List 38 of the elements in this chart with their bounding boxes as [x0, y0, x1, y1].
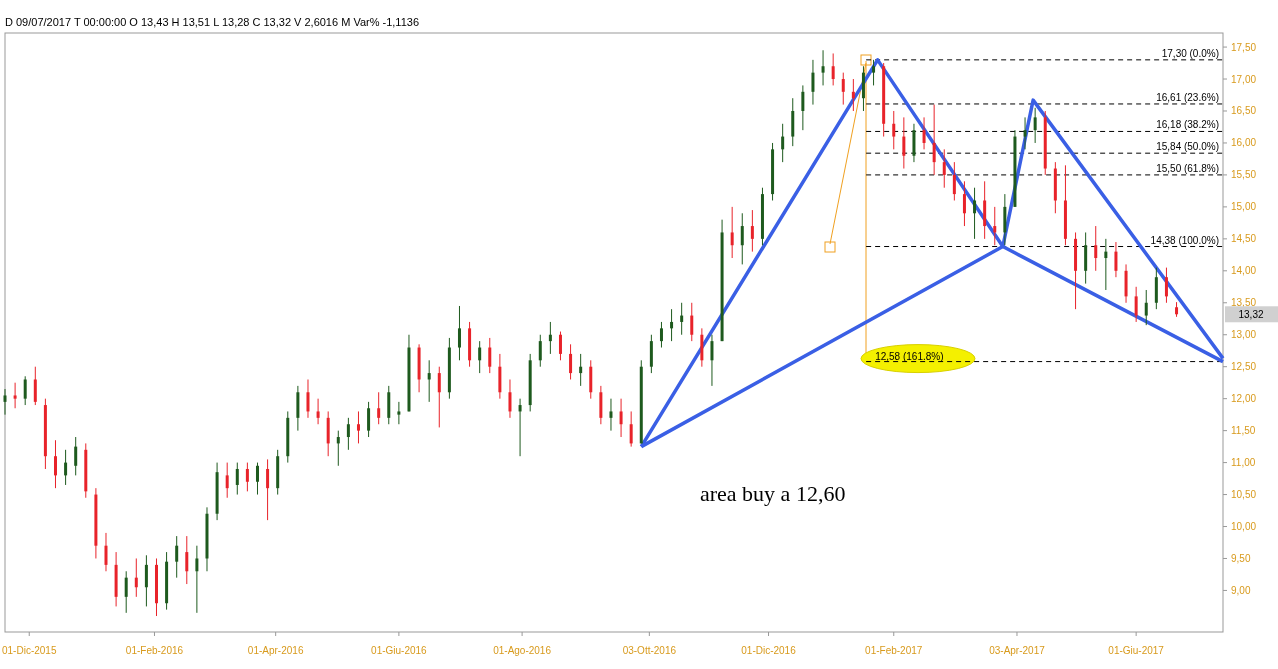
- text: 13,32: [1238, 308, 1264, 320]
- x-tick-label: 01-Dic-2016: [741, 645, 797, 656]
- y-tick-label: 15,50: [1231, 169, 1257, 181]
- y-tick-label: 9,00: [1231, 584, 1251, 596]
- annotation: area buy a 12,60: [700, 481, 846, 506]
- x-tick-label: 01-Feb-2017: [865, 645, 923, 656]
- chart-subtitle: D 09/07/2017 T 00:00:00 O 13,43 H 13,51 L 13,28 C 13,32 V 2,6016 M Var% -1,1136: [5, 16, 420, 28]
- y-tick-label: 13,50: [1231, 297, 1257, 309]
- y-tick-label: 11,50: [1231, 425, 1256, 437]
- y-tick-label: 9,50: [1231, 552, 1251, 564]
- y-tick-label: 14,50: [1231, 233, 1257, 245]
- y-tick-label: 17,50: [1231, 41, 1257, 53]
- x-tick-label: 03-Ott-2016: [622, 645, 677, 656]
- x-tick-label: 01-Apr-2016: [247, 645, 304, 656]
- y-tick-label: 10,50: [1231, 489, 1257, 501]
- ref-line-label: 16,18 (38.2%): [1156, 119, 1219, 131]
- x-tick-label: 01-Feb-2016: [125, 645, 184, 656]
- x-tick-label: 03-Apr-2017: [989, 645, 1046, 656]
- y-tick-label: 15,00: [1231, 201, 1257, 213]
- ref-line-label: 16,61 (23.6%): [1156, 91, 1219, 103]
- y-tick-label: 17,00: [1231, 73, 1257, 85]
- y-tick-label: 12,00: [1231, 393, 1257, 405]
- y-tick-label: 16,00: [1231, 137, 1257, 149]
- ref-line-label: 15,84 (50.0%): [1156, 141, 1219, 153]
- y-tick-label: 16,50: [1231, 105, 1257, 117]
- x-tick-label: 01-Ago-2016: [493, 645, 552, 656]
- x-tick-label: 01-Dic-2015: [2, 645, 57, 656]
- y-tick-label: 10,00: [1231, 521, 1257, 533]
- ref-line-label: 17,30 (0.0%): [1161, 47, 1219, 59]
- y-tick-label: 14,00: [1231, 265, 1257, 277]
- y-tick-label: 11,00: [1231, 457, 1256, 469]
- ref-line-label: 12,58 (161.8%): [875, 350, 944, 362]
- x-tick-label: 01-Giu-2016: [371, 645, 428, 656]
- y-tick-label: 12,50: [1231, 361, 1257, 373]
- ref-line-label: 14,38 (100.0%): [1150, 234, 1219, 246]
- y-tick-label: 13,00: [1231, 329, 1257, 341]
- ref-line-label: 15,50 (61.8%): [1156, 162, 1219, 174]
- x-tick-label: 01-Giu-2017: [1108, 645, 1165, 656]
